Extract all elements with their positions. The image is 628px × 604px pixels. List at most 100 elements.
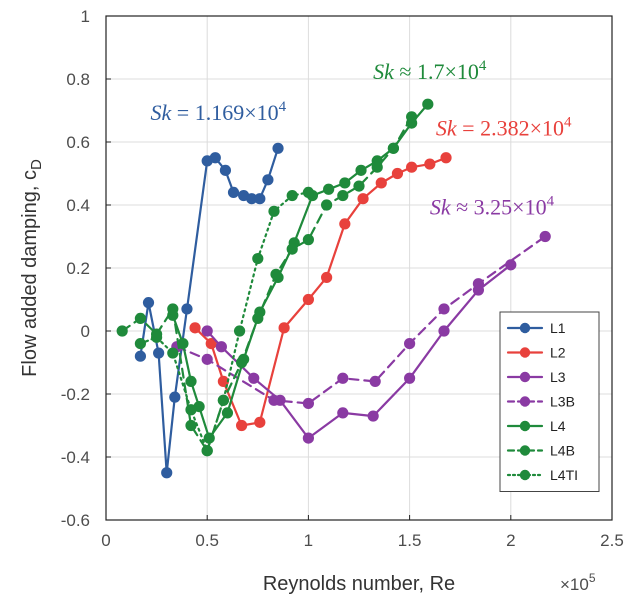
legend-marker-l4ti <box>519 469 531 481</box>
tick-labels: 0 0.5 1 1.5 2 2.5 -0.6 -0.4 -0.2 0 0.2 0.4 0.6 0.8 1 <box>61 7 624 550</box>
data-point-l2 <box>217 375 229 387</box>
data-point-l3b <box>438 303 450 315</box>
annotation-value: = 1.169×10 <box>171 100 278 125</box>
data-point-l4ti <box>233 325 246 337</box>
y-tick-label: 0.2 <box>66 259 90 278</box>
y-tick-label: 0.8 <box>66 70 90 89</box>
annotation-label: Sk = 2.382×104 <box>436 115 572 141</box>
data-point-l4b <box>167 303 179 315</box>
data-point-l1 <box>262 174 274 186</box>
annotation-value: ≈ 1.7×10 <box>394 59 479 84</box>
data-point-l4ti <box>268 205 280 217</box>
series-l1 <box>134 142 284 479</box>
series-l3 <box>201 259 517 444</box>
data-point-l4ti <box>286 189 298 202</box>
data-point-l2 <box>321 271 333 284</box>
y-tick-label: 0 <box>81 322 90 341</box>
x-multiplier-base: ×10 <box>560 575 589 594</box>
data-point-l4b <box>371 161 383 173</box>
y-tick-label: 0.6 <box>66 133 90 152</box>
annotation-label: Sk ≈ 3.25×104 <box>430 193 555 219</box>
legend-label-l4: L4 <box>550 418 566 434</box>
data-point-l3b <box>302 397 314 410</box>
annotation-label: Sk ≈ 1.7×104 <box>373 58 487 84</box>
data-point-l4ti <box>252 252 264 265</box>
annotation-value: ≈ 3.25×10 <box>451 194 547 219</box>
data-point-l2 <box>339 218 351 230</box>
data-point-l1 <box>209 152 221 164</box>
data-point-l4b <box>353 180 365 192</box>
data-point-l2 <box>375 177 387 189</box>
data-point-l3b <box>201 353 213 365</box>
series-l4ti <box>134 186 314 457</box>
data-point-l4ti <box>201 445 213 457</box>
x-tick-label: 1.5 <box>398 531 422 550</box>
data-point-l1 <box>219 164 232 176</box>
legend-marker-l4b <box>519 445 531 456</box>
data-point-l3 <box>337 407 349 419</box>
annotation-exponent: 4 <box>279 99 287 115</box>
series-line-l3 <box>206 263 512 440</box>
data-point-l4ti <box>185 404 197 416</box>
data-point-l4 <box>355 164 367 176</box>
y-tick-label: -0.6 <box>61 511 90 530</box>
annotation-exponent: 4 <box>479 58 487 74</box>
data-point-l2 <box>278 322 290 334</box>
y-tick-label: 0.4 <box>66 196 90 215</box>
data-point-l4b <box>302 234 314 246</box>
data-point-l3 <box>367 410 379 422</box>
data-point-l3 <box>404 372 416 384</box>
legend-label-l1: L1 <box>550 320 566 336</box>
data-point-l2 <box>236 419 248 432</box>
y-tick-label: -0.2 <box>61 385 90 404</box>
data-point-l3 <box>302 432 314 444</box>
data-point-l3b <box>268 394 280 406</box>
data-point-l4b <box>116 325 128 337</box>
data-point-l1 <box>272 142 284 154</box>
annotation-value: = 2.382×10 <box>457 116 564 141</box>
data-point-l1 <box>227 186 240 198</box>
legend-marker-l1 <box>519 322 531 334</box>
plot-area <box>116 98 551 479</box>
data-point-l4b <box>270 268 282 280</box>
data-point-l2 <box>254 416 266 428</box>
data-point-l4 <box>185 375 197 387</box>
annotation-exponent: 4 <box>547 193 555 209</box>
y-axis-label-sub: D <box>28 159 45 170</box>
data-point-l3 <box>215 341 227 353</box>
legend-label-l3b: L3B <box>550 394 575 410</box>
data-point-l3 <box>505 259 517 271</box>
legend-label-l4ti: L4TI <box>550 467 578 483</box>
data-point-l4ti <box>167 347 179 359</box>
data-point-l4 <box>422 98 434 110</box>
data-point-l2 <box>391 167 404 180</box>
data-point-l4b <box>387 142 400 154</box>
annotation-symbol: Sk <box>373 59 395 84</box>
series-line-l4ti <box>139 191 310 452</box>
data-point-l2 <box>357 193 369 205</box>
data-point-l1 <box>181 303 193 315</box>
x-tick-label: 1 <box>304 531 313 550</box>
legend-label-l3: L3 <box>550 369 566 385</box>
data-point-l3b <box>472 278 485 290</box>
series-line-l3b <box>175 235 547 405</box>
data-point-l4b <box>134 312 147 324</box>
x-tick-label: 2 <box>506 531 515 550</box>
annotation-symbol: Sk <box>436 116 458 141</box>
legend-marker-l4 <box>519 420 531 432</box>
data-point-l3b <box>539 230 551 243</box>
x-tick-label: 0 <box>101 531 110 550</box>
legend-label-l2: L2 <box>550 345 566 361</box>
data-point-l1 <box>246 193 258 205</box>
data-point-l2 <box>406 161 418 173</box>
data-point-l1 <box>161 467 173 479</box>
y-tick-label: -0.4 <box>61 448 90 467</box>
series-line-l2 <box>194 156 448 427</box>
data-point-l1 <box>254 193 266 205</box>
data-point-l1 <box>169 391 181 403</box>
data-point-l2 <box>302 293 314 306</box>
annotation-label: Sk = 1.169×104 <box>151 99 287 125</box>
data-point-l1 <box>142 297 155 309</box>
data-point-l3b <box>337 372 349 384</box>
annotation-symbol: Sk <box>430 194 452 219</box>
